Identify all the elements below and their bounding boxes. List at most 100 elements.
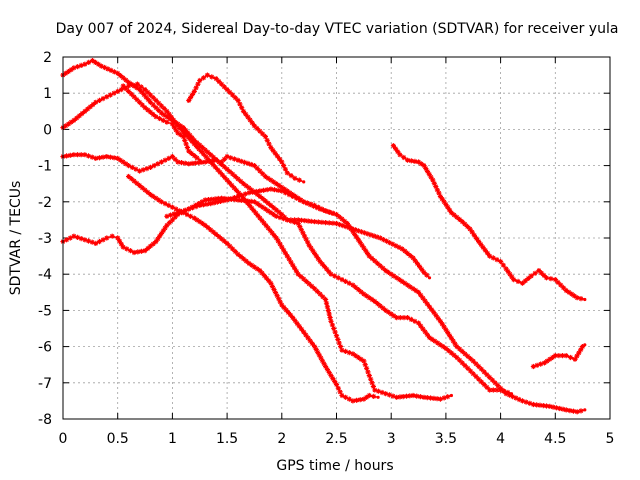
data-point	[438, 194, 442, 198]
x-tick-label: 3.5	[435, 431, 457, 447]
series-markers	[60, 195, 511, 396]
data-point	[411, 256, 415, 260]
data-point	[329, 272, 333, 276]
data-point	[345, 221, 349, 226]
series-markers	[390, 143, 584, 302]
series-markers	[120, 83, 200, 161]
y-tick-label: -3	[38, 231, 52, 247]
data-point	[422, 270, 426, 274]
data-point	[564, 354, 568, 358]
data-point	[203, 198, 207, 202]
data-point	[252, 124, 256, 128]
x-tick-label: 2.5	[325, 431, 347, 447]
data-point	[135, 82, 139, 86]
data-point	[209, 202, 213, 206]
data-point	[159, 160, 164, 164]
data-point	[241, 109, 246, 113]
x-tick-label: 3	[387, 431, 396, 447]
data-point	[384, 269, 388, 273]
data-point	[340, 278, 344, 282]
data-point	[198, 203, 202, 207]
series-line	[62, 154, 585, 413]
x-axis-label: GPS time / hours	[276, 458, 393, 474]
data-point	[154, 115, 158, 119]
data-point	[302, 330, 306, 334]
data-point	[214, 158, 218, 162]
data-point	[236, 158, 240, 162]
series-track-6	[126, 173, 380, 404]
data-point	[581, 345, 585, 349]
data-point	[176, 124, 180, 128]
series-track-9	[390, 143, 587, 302]
data-point	[285, 171, 289, 175]
data-point	[411, 393, 415, 398]
y-axis-label: SDTVAR / TECUs	[8, 181, 24, 296]
x-tick-label: 2	[277, 431, 286, 447]
data-point	[72, 234, 76, 238]
series-line	[188, 74, 304, 183]
data-point	[127, 84, 131, 88]
data-point	[187, 149, 191, 153]
x-tick-label: 5	[606, 431, 615, 447]
data-point	[504, 267, 508, 271]
data-point	[72, 153, 76, 157]
data-point	[313, 345, 317, 349]
data-point	[225, 178, 229, 182]
data-point	[236, 252, 240, 256]
data-point	[138, 88, 142, 92]
data-point	[274, 182, 278, 186]
data-point	[203, 160, 207, 164]
data-point	[400, 279, 404, 283]
data-point	[482, 370, 486, 374]
data-point	[165, 120, 169, 124]
x-tick-label: 4.5	[544, 431, 566, 447]
data-point	[127, 174, 131, 179]
data-point	[165, 109, 169, 113]
data-point	[583, 297, 587, 302]
data-point	[154, 240, 158, 244]
data-point	[121, 245, 125, 249]
data-point	[121, 84, 125, 88]
data-point	[334, 221, 339, 226]
data-point	[116, 156, 120, 160]
data-point	[263, 207, 267, 211]
data-point	[573, 357, 577, 361]
data-point	[209, 153, 213, 157]
data-point	[488, 254, 492, 258]
data-point	[307, 243, 311, 247]
data-point	[148, 193, 153, 197]
data-point	[138, 169, 142, 173]
data-point	[170, 205, 174, 209]
data-point	[269, 187, 273, 191]
data-point	[269, 281, 273, 285]
plot-frame	[62, 56, 611, 420]
data-point	[324, 297, 328, 302]
data-point	[373, 299, 377, 303]
data-point	[258, 189, 262, 193]
series-markers	[60, 152, 584, 415]
data-point	[159, 111, 164, 115]
data-point	[116, 89, 120, 93]
data-point	[170, 155, 174, 159]
data-point	[575, 410, 579, 414]
data-point	[334, 212, 339, 217]
data-point	[192, 216, 196, 220]
data-point	[280, 212, 284, 217]
data-point	[351, 283, 355, 287]
data-point	[367, 254, 371, 258]
data-point	[455, 355, 459, 360]
data-point	[296, 272, 300, 276]
data-point	[376, 395, 380, 399]
y-tick-label: 2	[43, 50, 52, 66]
data-point	[247, 261, 251, 265]
data-point	[324, 209, 328, 213]
data-point	[334, 383, 339, 387]
data-point	[422, 395, 426, 399]
data-point	[291, 194, 295, 198]
y-tick-label: 1	[43, 86, 52, 102]
data-point	[258, 269, 262, 273]
data-point	[148, 100, 153, 104]
data-point	[132, 250, 136, 255]
data-point	[378, 236, 382, 240]
